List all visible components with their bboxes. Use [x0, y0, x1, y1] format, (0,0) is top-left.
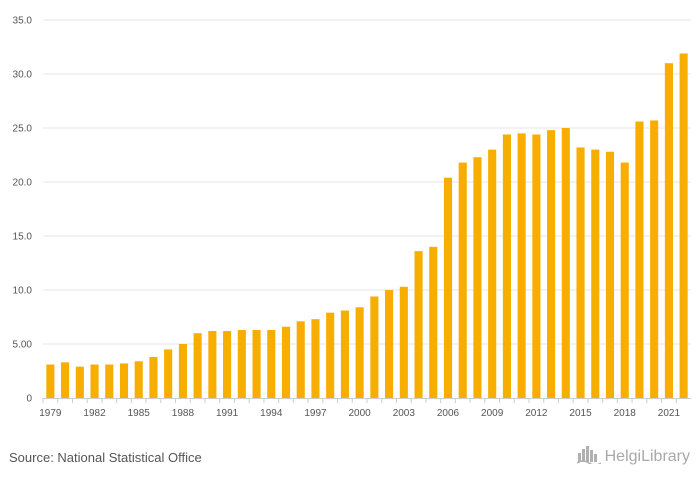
x-tick-label: 2003: [393, 408, 416, 419]
bar-1997[interactable]: [311, 319, 320, 398]
x-tick-label: 2006: [437, 408, 460, 419]
bar-1993[interactable]: [252, 329, 261, 398]
x-tick-label: 2012: [525, 408, 548, 419]
x-tick-label: 2015: [569, 408, 592, 419]
x-tick-label: 1985: [128, 408, 151, 419]
y-tick-label: 30.0: [13, 70, 33, 81]
x-tick-label: 2009: [481, 408, 504, 419]
bar-2016[interactable]: [591, 149, 600, 398]
bar-1985[interactable]: [134, 361, 143, 398]
chart-footer: Source: National Statistical Office Helg…: [0, 440, 700, 483]
gridlines: [43, 19, 691, 345]
bar-2008[interactable]: [473, 157, 482, 398]
bar-2002[interactable]: [385, 290, 394, 398]
y-tick-label: 0: [26, 394, 32, 405]
y-axis-tick-labels: 0 5.00 10.0 15.0 20.0 25.0 30.0 35.0: [13, 16, 33, 405]
x-tick-label: 1979: [39, 408, 62, 419]
bar-2009[interactable]: [488, 149, 497, 398]
bar-2012[interactable]: [532, 134, 541, 399]
x-axis-ticks: 1979 1982 1985 1988 1991 1994 1997 2000 2003 2006…: [39, 398, 680, 419]
y-tick-label: 25.0: [13, 124, 33, 135]
y-tick-label: 35.0: [13, 16, 33, 27]
bar-1980[interactable]: [61, 362, 70, 398]
bar-1990[interactable]: [208, 331, 217, 398]
x-tick-label: 1988: [172, 408, 195, 419]
bar-2007[interactable]: [458, 162, 467, 398]
bar-1979[interactable]: [46, 364, 55, 398]
x-tick-label: 1994: [260, 408, 283, 419]
bar-2005[interactable]: [429, 246, 438, 398]
bar-2003[interactable]: [399, 286, 408, 398]
bar-1994[interactable]: [267, 329, 276, 398]
x-tick-label: 1991: [216, 408, 239, 419]
bar-2015[interactable]: [576, 147, 585, 398]
bar-2001[interactable]: [370, 296, 379, 398]
bar-2017[interactable]: [605, 151, 615, 398]
bar-2006[interactable]: [443, 177, 453, 398]
helgilibrary-logo[interactable]: HelgiLibrary: [576, 444, 690, 469]
y-tick-label: 5.00: [13, 340, 33, 351]
y-tick-label: 15.0: [13, 232, 33, 243]
bar-2021[interactable]: [664, 63, 673, 398]
bar-1981[interactable]: [75, 366, 84, 398]
bar-1999[interactable]: [340, 310, 349, 398]
x-tick-label: 1982: [83, 408, 106, 419]
bar-1998[interactable]: [326, 312, 335, 398]
bar-2004[interactable]: [414, 251, 423, 398]
bar-2019[interactable]: [635, 121, 644, 399]
bar-1987[interactable]: [164, 349, 173, 398]
bars: [46, 53, 688, 399]
bar-2022[interactable]: [679, 53, 688, 398]
y-tick-label: 20.0: [13, 178, 33, 189]
bar-1992[interactable]: [237, 329, 246, 398]
x-tick-label: 1997: [304, 408, 327, 419]
bar-1995[interactable]: [281, 326, 291, 398]
y-tick-label: 10.0: [13, 286, 33, 297]
city-skyline-icon: [576, 444, 602, 469]
bar-1991[interactable]: [223, 331, 232, 398]
bar-1988[interactable]: [178, 344, 187, 398]
bar-1996[interactable]: [296, 321, 305, 398]
bar-1986[interactable]: [149, 356, 158, 398]
bar-1983[interactable]: [105, 364, 114, 398]
bar-1984[interactable]: [119, 363, 129, 398]
logo-text: HelgiLibrary: [604, 447, 690, 465]
source-note: Source: National Statistical Office: [9, 450, 202, 465]
x-tick-label: 2018: [614, 408, 637, 419]
bar-2011[interactable]: [517, 133, 526, 398]
bar-1982[interactable]: [90, 364, 99, 398]
x-tick-label: 2021: [658, 408, 681, 419]
bar-2018[interactable]: [620, 162, 629, 398]
x-tick-label: 2000: [349, 408, 372, 419]
bar-2010[interactable]: [502, 134, 511, 399]
bar-2020[interactable]: [650, 120, 659, 398]
bar-1989[interactable]: [193, 333, 202, 398]
bar-2014[interactable]: [561, 128, 570, 398]
bar-2013[interactable]: [547, 130, 556, 398]
bar-2000[interactable]: [355, 307, 364, 398]
